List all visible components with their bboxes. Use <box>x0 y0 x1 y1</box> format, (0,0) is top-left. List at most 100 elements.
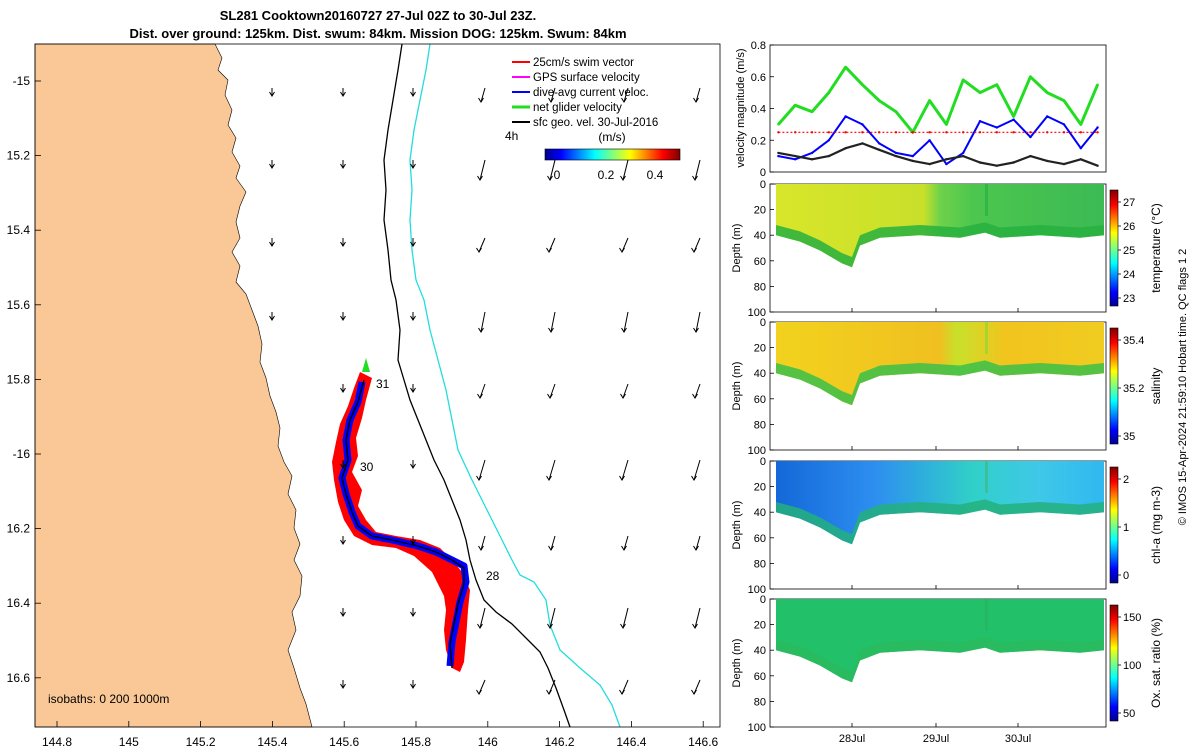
map-xtick-label: 146.4 <box>616 735 646 749</box>
velocity-point <box>777 154 780 158</box>
colorbar-tick-label: 35.2 <box>1123 383 1144 395</box>
geo-arrow <box>694 607 701 629</box>
geo-arrowhead <box>340 163 346 169</box>
section-spike <box>985 461 988 493</box>
depth-label: Depth (m) <box>731 362 743 411</box>
depth-tick-label: 100 <box>748 584 766 596</box>
map-xtick-label: 145.8 <box>401 735 431 749</box>
velocity-point <box>978 161 982 164</box>
geo-arrowhead <box>546 689 552 695</box>
velocity-ytick-label: 0.2 <box>751 135 766 147</box>
velocity-point <box>794 154 797 158</box>
geo-arrowhead <box>692 623 698 629</box>
depth-tick-label: 20 <box>754 343 766 355</box>
colorbar-tick-label: 2 <box>1123 474 1129 486</box>
colorbar-tick-label: 35 <box>1123 431 1135 443</box>
depth-tick-label: 60 <box>754 256 766 268</box>
geo-arrowhead <box>340 539 346 545</box>
velocity-point <box>1012 115 1015 118</box>
velocity-point <box>878 142 881 145</box>
colorbar-tick-1: 0.2 <box>598 168 615 182</box>
geo-arrowhead <box>410 91 416 97</box>
map-ytick-label: 15.6 <box>7 298 31 312</box>
geo-arrow <box>695 87 701 103</box>
velocity-point <box>861 142 864 145</box>
depth-tick-label: 40 <box>754 645 766 657</box>
velocity-point <box>878 99 881 102</box>
map-ytick-label: 15.4 <box>7 223 31 237</box>
section-data-fill <box>776 322 1104 406</box>
section-spike <box>985 599 988 631</box>
section-colorbar <box>1109 189 1119 307</box>
time-tick-label: 30Jul <box>1005 733 1031 745</box>
map-xtick-label: 144.8 <box>42 735 72 749</box>
colorbar-tick-label: 24 <box>1123 269 1135 281</box>
track-black-line <box>341 379 465 669</box>
colorbar-tick-label: 1 <box>1123 522 1129 534</box>
geo-arrow <box>480 311 486 333</box>
geo-arrowhead <box>693 545 699 551</box>
velocity-point <box>861 131 864 134</box>
depth-tick-label: 20 <box>754 205 766 217</box>
velocity-point <box>1046 91 1049 94</box>
geo-arrowhead <box>269 91 275 97</box>
geo-arrow <box>550 535 556 551</box>
velocity-ytick-label: 0 <box>760 167 766 179</box>
velocity-point <box>810 110 814 113</box>
geo-arrowhead <box>547 393 553 399</box>
time-label: 4h <box>505 129 518 143</box>
geo-arrowhead <box>410 463 416 469</box>
geo-arrowhead <box>620 623 626 629</box>
geo-arrowhead <box>548 327 554 333</box>
velocity-point <box>894 110 898 113</box>
velocity-point <box>878 131 881 134</box>
colorbar-unit: (m/s) <box>598 130 625 144</box>
geo-arrow <box>549 383 556 399</box>
geo-arrowhead <box>410 387 416 393</box>
land-mass <box>34 43 313 728</box>
geo-arrowhead <box>547 175 553 181</box>
map-axes <box>34 43 721 728</box>
colorbar-tick-label: 35.4 <box>1123 335 1144 347</box>
geo-arrowhead <box>548 97 554 103</box>
velocity-ytick-label: 0.8 <box>751 40 766 52</box>
section-deep-layer <box>776 222 1104 268</box>
geo-arrowhead <box>478 327 484 333</box>
geo-arrowhead <box>619 689 625 695</box>
depth-tick-label: 80 <box>754 558 766 570</box>
geo-arrowhead <box>691 689 697 695</box>
velocity-point <box>1079 158 1083 161</box>
velocity-ytick-label: 0.4 <box>751 104 766 116</box>
depth-tick-label: 100 <box>748 307 766 319</box>
legend-swim: 25cm/s swim vector <box>533 57 634 69</box>
velocity-point <box>962 151 965 155</box>
map-xtick-label: 145.6 <box>329 735 359 749</box>
geo-arrowhead <box>619 247 625 253</box>
colorbar-tick-label: 27 <box>1123 197 1135 209</box>
velocity-series-line <box>778 142 1098 167</box>
velocity-point <box>878 148 881 151</box>
map-ytick-label: 16.4 <box>7 596 31 610</box>
geo-arrowhead <box>693 97 699 103</box>
map-colorbar <box>544 148 681 161</box>
geo-arrowhead <box>619 475 625 481</box>
velocity-point <box>827 131 830 134</box>
velocity-point <box>810 158 814 161</box>
geo-arrow <box>480 535 486 551</box>
section-spike <box>985 322 988 354</box>
geo-arrowhead <box>340 315 346 321</box>
geo-arrow <box>622 159 629 181</box>
velocity-point <box>1046 115 1049 118</box>
velocity-series-line <box>777 65 1099 134</box>
geo-arrowhead <box>340 387 346 393</box>
time-tick-label: 28Jul <box>839 733 865 745</box>
colorbar-tick-label: 150 <box>1123 612 1141 624</box>
depth-tick-label: 100 <box>748 445 766 457</box>
isobaths-label: isobaths: 0 200 1000m <box>48 692 169 706</box>
velocity-point <box>911 131 914 134</box>
geo-arrowhead <box>620 175 626 181</box>
map-xtick-label: 145 <box>119 735 139 749</box>
geo-arrow <box>623 87 629 103</box>
time-tick-label: 29Jul <box>923 733 949 745</box>
